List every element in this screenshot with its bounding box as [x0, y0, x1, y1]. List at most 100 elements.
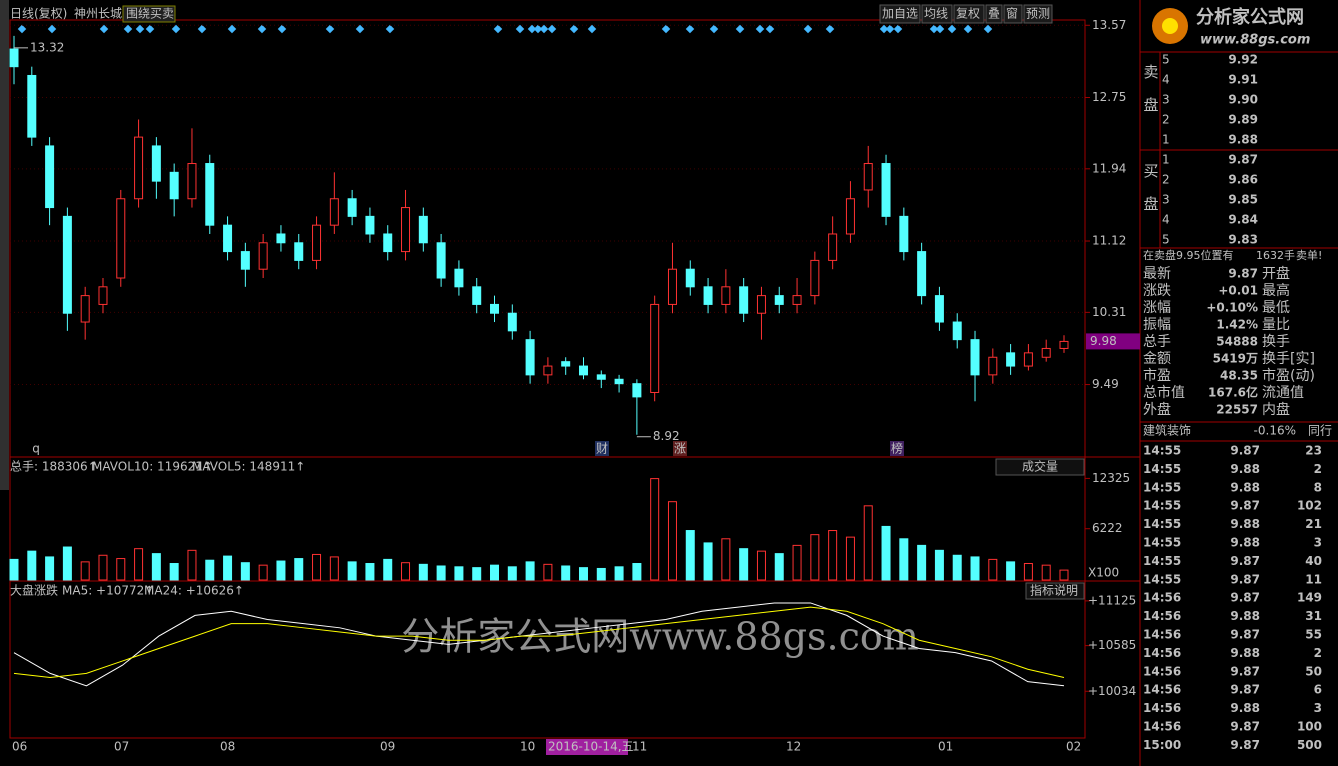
trade-volume: 40	[1305, 554, 1322, 568]
trade-volume: 31	[1305, 609, 1322, 623]
stat-label: 最低	[1262, 300, 1290, 316]
trade-time: 14:56	[1143, 646, 1181, 660]
sector-peer: 同行	[1308, 424, 1332, 438]
trade-volume: 11	[1305, 572, 1322, 586]
low-label: 8.92	[653, 429, 680, 443]
candle-body	[294, 242, 304, 261]
trade-price: 9.88	[1230, 609, 1260, 623]
event-marker[interactable]: 榜	[891, 441, 903, 456]
stat-label: 总市值	[1143, 384, 1185, 401]
side-tabs[interactable]	[0, 0, 9, 490]
stat-label: 内盘	[1262, 401, 1290, 418]
volume-bar	[917, 544, 927, 581]
candle-body	[614, 378, 624, 385]
indicator-help[interactable]	[1025, 582, 1085, 600]
candle-body	[578, 365, 588, 376]
candle-body	[1006, 352, 1016, 367]
x-label: 09	[380, 740, 395, 754]
volume-selector[interactable]	[995, 458, 1085, 476]
volume-bar	[9, 558, 19, 581]
candle-body	[62, 215, 72, 314]
trade-price: 9.87	[1230, 572, 1260, 586]
toolbar-button-label[interactable]: 均线	[924, 7, 948, 21]
candle-body	[667, 268, 677, 305]
sector-name: 建筑装饰	[1143, 423, 1191, 438]
candle-body	[27, 74, 37, 138]
toolbar-button[interactable]	[879, 4, 921, 24]
signal-diamond	[17, 24, 27, 34]
volume-selector-label[interactable]: 成交量	[1022, 459, 1058, 474]
event-marker[interactable]: 财	[596, 442, 608, 456]
toolbar-button-label[interactable]: 预测	[1026, 7, 1050, 21]
toolbar-button[interactable]	[953, 4, 985, 24]
signal-diamond	[385, 24, 395, 34]
indicator-header: MA24: +10626↑	[144, 584, 244, 598]
y-tick-label: +10585	[1088, 638, 1136, 652]
volume-bar	[934, 549, 944, 581]
candle-body	[774, 295, 784, 305]
event-marker[interactable]: 涨	[674, 441, 686, 456]
volume-bar	[329, 556, 339, 581]
volume-header: 总手: 188306↑	[10, 460, 98, 474]
toolbar-button-label[interactable]: 复权	[956, 7, 980, 21]
event-marker-box[interactable]	[673, 441, 687, 456]
volume-bar	[721, 538, 731, 581]
trade-time: 14:55	[1143, 536, 1181, 550]
stat-label: 量比	[1262, 317, 1290, 333]
x-label: 12	[786, 740, 801, 754]
volume-bar	[276, 560, 286, 581]
volume-header: MAVOL10: 119621↑	[92, 460, 213, 474]
volume-bar	[561, 565, 571, 581]
candle-body	[276, 233, 286, 244]
trade-price: 9.87	[1230, 628, 1260, 642]
period: 日线(复权)	[10, 7, 67, 21]
toolbar-button[interactable]	[921, 4, 953, 24]
candle-body	[561, 361, 571, 367]
candle-body	[1059, 340, 1069, 349]
book-price: 9.87	[1228, 153, 1258, 167]
book-level: 3	[1162, 93, 1170, 107]
chart-frame	[9, 19, 1086, 739]
indicator-help-label[interactable]: 指标说明	[1030, 583, 1078, 598]
book-price: 9.88	[1228, 133, 1258, 147]
indicator-box	[122, 5, 176, 23]
candle-body	[1041, 347, 1051, 358]
y-tick-label: 11.94	[1092, 161, 1126, 175]
stat-label: 市盈(动)	[1262, 367, 1315, 384]
x-label: 2016-10-14,五	[548, 740, 634, 754]
toolbar-button[interactable]	[985, 4, 1003, 24]
candle-body	[312, 224, 322, 261]
candle-body	[9, 48, 19, 68]
stat-value: 167.6亿	[1208, 385, 1258, 400]
book-level: 1	[1162, 133, 1170, 147]
trade-volume: 500	[1297, 738, 1322, 752]
stat-label: 换手	[1262, 333, 1290, 350]
candle-body	[240, 251, 250, 270]
toolbar-button[interactable]	[1003, 4, 1023, 24]
volume-bar	[169, 563, 179, 581]
signal-diamond	[257, 24, 267, 34]
toolbar-button[interactable]	[1023, 4, 1053, 24]
event-marker-box[interactable]	[595, 441, 609, 456]
toolbar-button-label[interactable]: 叠	[988, 7, 1000, 21]
event-marker-box[interactable]	[890, 441, 904, 456]
candle-body	[970, 339, 980, 376]
candle-body	[650, 303, 660, 393]
candle-body	[792, 295, 802, 305]
toolbar-button-label[interactable]: 加自选	[882, 7, 918, 21]
stat-value: +0.01	[1218, 284, 1258, 298]
trade-price: 9.87	[1230, 591, 1260, 605]
trade-price: 9.87	[1230, 683, 1260, 697]
candle-body	[490, 303, 500, 314]
book-price: 9.85	[1228, 193, 1258, 207]
candle-body	[703, 286, 713, 305]
volume-bar	[632, 563, 642, 581]
stat-value: 48.35	[1220, 369, 1258, 383]
event-marker[interactable]: q	[32, 442, 40, 456]
volume-bar	[881, 525, 891, 581]
volume-bar	[650, 478, 660, 581]
volume-bar	[1059, 569, 1069, 581]
toolbar-button-label[interactable]: 窗	[1006, 7, 1018, 21]
y-tick-label: 11.12	[1092, 234, 1126, 248]
